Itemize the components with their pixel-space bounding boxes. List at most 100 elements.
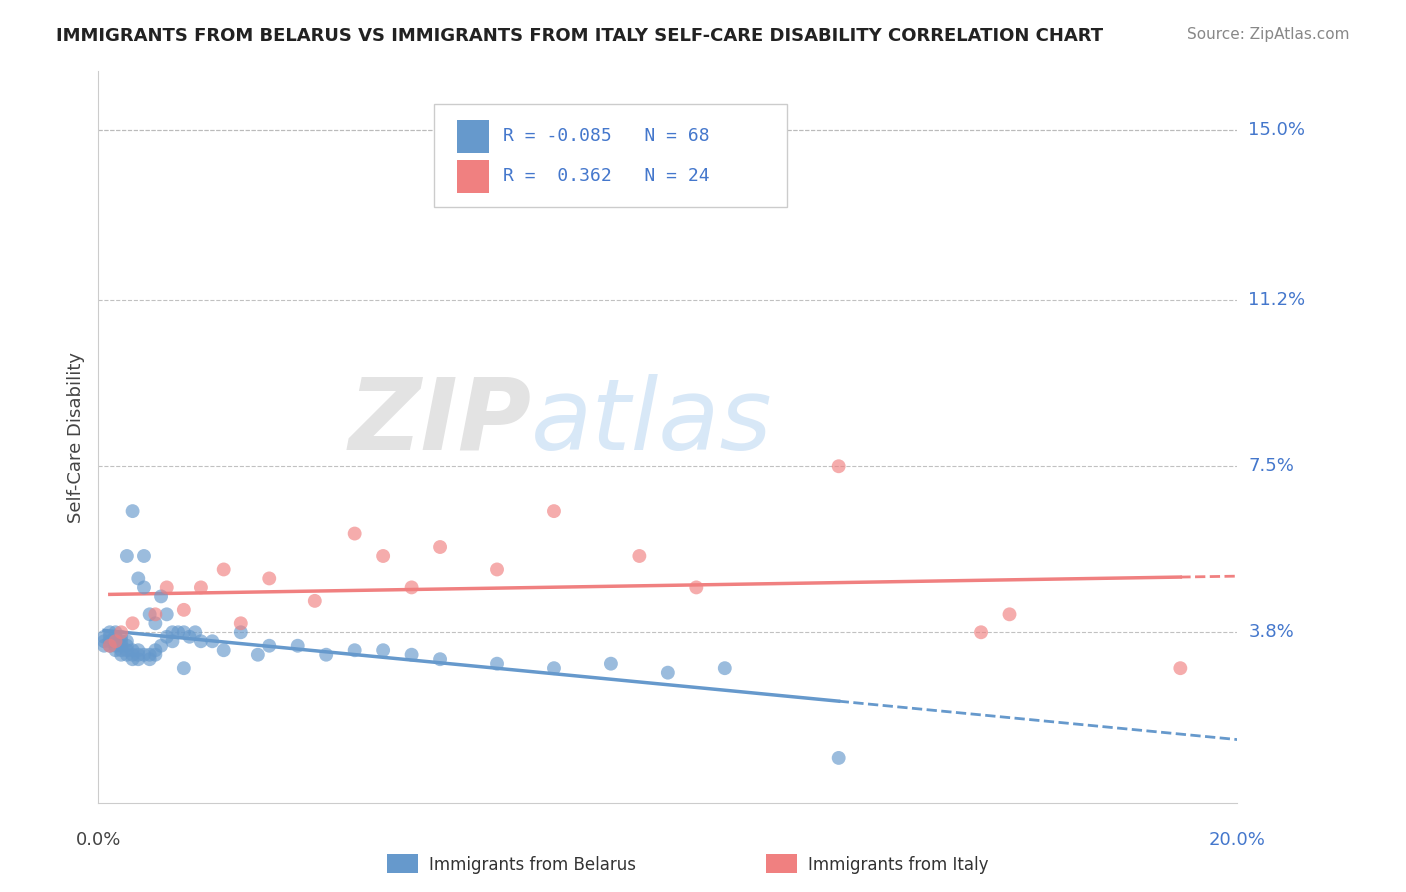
Point: [828, 459, 851, 474]
Text: 11.2%: 11.2%: [1249, 291, 1306, 310]
Point: [970, 625, 993, 640]
Point: [828, 751, 851, 765]
Point: [486, 657, 509, 671]
Point: [543, 661, 565, 675]
Point: [486, 562, 509, 576]
Point: [145, 616, 167, 631]
Point: [156, 630, 179, 644]
Point: [429, 652, 451, 666]
Point: [132, 549, 155, 563]
Bar: [457, 160, 489, 193]
Point: [343, 643, 366, 657]
Point: [110, 643, 132, 657]
Text: R = -0.085   N = 68: R = -0.085 N = 68: [503, 128, 710, 145]
Point: [104, 634, 127, 648]
Point: [98, 639, 121, 653]
Point: [127, 648, 149, 662]
Point: [93, 630, 115, 644]
Point: [115, 643, 138, 657]
Point: [98, 634, 121, 648]
Point: [132, 581, 155, 595]
Point: [93, 634, 115, 648]
Point: [343, 526, 366, 541]
Point: [110, 634, 132, 648]
Point: [145, 643, 167, 657]
Point: [212, 643, 235, 657]
Point: [110, 639, 132, 653]
Point: [145, 607, 167, 622]
Point: [110, 630, 132, 644]
Point: [173, 603, 195, 617]
Point: [229, 625, 252, 640]
Point: [98, 630, 121, 644]
Bar: [457, 120, 489, 153]
Point: [167, 625, 190, 640]
Point: [714, 661, 737, 675]
Point: [98, 639, 121, 653]
Point: [600, 657, 623, 671]
Text: IMMIGRANTS FROM BELARUS VS IMMIGRANTS FROM ITALY SELF-CARE DISABILITY CORRELATIO: IMMIGRANTS FROM BELARUS VS IMMIGRANTS FR…: [56, 27, 1104, 45]
Text: 3.8%: 3.8%: [1249, 624, 1294, 641]
Text: Immigrants from Italy: Immigrants from Italy: [808, 856, 988, 874]
Point: [229, 616, 252, 631]
Point: [104, 643, 127, 657]
Point: [190, 581, 212, 595]
Point: [190, 634, 212, 648]
Point: [150, 639, 173, 653]
Point: [173, 625, 195, 640]
Point: [162, 625, 184, 640]
Point: [685, 581, 707, 595]
Text: Source: ZipAtlas.com: Source: ZipAtlas.com: [1187, 27, 1350, 42]
Point: [127, 571, 149, 585]
Point: [373, 549, 395, 563]
Text: 0.0%: 0.0%: [76, 830, 121, 848]
Point: [121, 648, 143, 662]
Point: [156, 607, 179, 622]
Point: [93, 639, 115, 653]
Point: [401, 581, 423, 595]
Point: [429, 540, 451, 554]
Point: [121, 616, 143, 631]
Point: [104, 630, 127, 644]
Point: [127, 643, 149, 657]
Point: [1170, 661, 1192, 675]
Text: ZIP: ZIP: [349, 374, 531, 471]
Point: [287, 639, 309, 653]
Text: Immigrants from Belarus: Immigrants from Belarus: [429, 856, 636, 874]
Point: [115, 639, 138, 653]
Point: [162, 634, 184, 648]
Point: [104, 625, 127, 640]
Point: [115, 634, 138, 648]
Point: [138, 652, 160, 666]
Text: 7.5%: 7.5%: [1249, 458, 1295, 475]
Point: [173, 661, 195, 675]
Text: 20.0%: 20.0%: [1209, 830, 1265, 848]
Point: [121, 643, 143, 657]
Point: [132, 648, 155, 662]
Point: [246, 648, 269, 662]
Point: [998, 607, 1021, 622]
Point: [104, 639, 127, 653]
Point: [121, 504, 143, 518]
Point: [259, 639, 281, 653]
Point: [121, 652, 143, 666]
Point: [156, 581, 179, 595]
Point: [543, 504, 565, 518]
Point: [201, 634, 224, 648]
Point: [150, 590, 173, 604]
Point: [127, 652, 149, 666]
Point: [184, 625, 207, 640]
Point: [401, 648, 423, 662]
Point: [110, 648, 132, 662]
Point: [110, 625, 132, 640]
Point: [104, 634, 127, 648]
Point: [179, 630, 201, 644]
Point: [138, 648, 160, 662]
Point: [259, 571, 281, 585]
Point: [373, 643, 395, 657]
Y-axis label: Self-Care Disability: Self-Care Disability: [66, 351, 84, 523]
FancyBboxPatch shape: [434, 104, 787, 207]
Point: [115, 549, 138, 563]
Point: [304, 594, 326, 608]
Text: atlas: atlas: [531, 374, 773, 471]
